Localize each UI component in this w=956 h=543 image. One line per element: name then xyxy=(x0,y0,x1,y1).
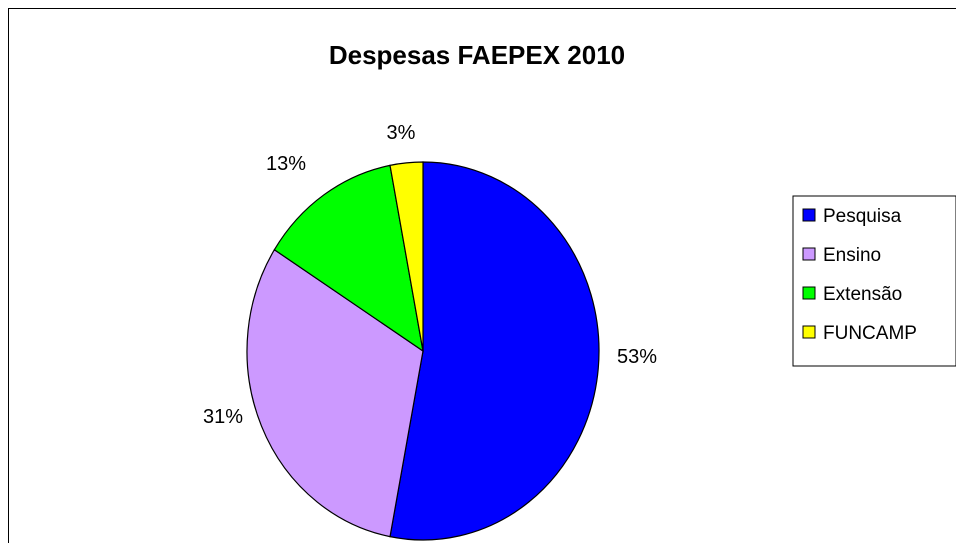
legend: Pesquisa Ensino Extensão FUNCAMP xyxy=(792,195,956,367)
legend-swatch xyxy=(802,247,816,261)
pie-slice-funcamp xyxy=(389,161,424,352)
slice-label: 13% xyxy=(266,153,306,175)
legend-swatch xyxy=(802,286,816,300)
slice-label: 31% xyxy=(203,406,243,428)
pie-labels: 53% 31% 13% 3% xyxy=(203,122,657,428)
slice-label: 53% xyxy=(617,346,657,368)
legend-swatch xyxy=(802,208,816,222)
slice-label: 3% xyxy=(387,122,416,144)
legend-label: Extensão xyxy=(823,284,902,305)
chart-frame xyxy=(8,8,956,543)
pie-slice-extens-o xyxy=(273,164,424,353)
legend-box xyxy=(792,195,956,367)
legend-swatch xyxy=(802,325,816,339)
pie-slices xyxy=(246,161,600,541)
pie-slice-pesquisa xyxy=(389,161,600,541)
legend-label: FUNCAMP xyxy=(823,323,917,344)
legend-label: Ensino xyxy=(823,245,881,266)
chart-title: Despesas FAEPEX 2010 xyxy=(329,40,625,70)
legend-label: Pesquisa xyxy=(823,206,902,227)
